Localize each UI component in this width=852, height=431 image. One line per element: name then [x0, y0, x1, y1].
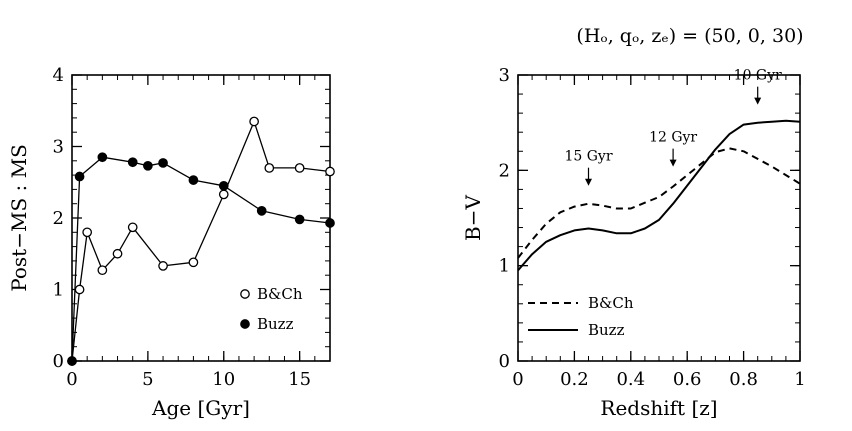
- data-point-b-ch: [112, 248, 123, 259]
- legend-marker: [240, 289, 250, 299]
- legend-label: B&Ch: [257, 285, 303, 303]
- data-point-b-ch: [325, 166, 335, 177]
- age-annotation-label: 15 Gyr: [564, 149, 612, 165]
- y-tick-label: 0: [499, 351, 510, 372]
- y-tick-label: 3: [53, 137, 64, 158]
- annotation-arrow-head: [669, 159, 677, 167]
- age-annotations: 15 Gyr 12 Gyr 10 Gyr: [564, 68, 782, 186]
- data-point-buzz: [74, 171, 85, 182]
- data-point-buzz: [67, 356, 77, 366]
- data-point-buzz: [158, 158, 168, 168]
- y-axis-label: B−V: [461, 194, 485, 240]
- series-line-buzz: [517, 119, 801, 272]
- data-point-buzz: [218, 180, 229, 191]
- legend-label: B&Ch: [588, 294, 634, 312]
- data-point-buzz: [143, 160, 153, 171]
- legend-label: Buzz: [257, 315, 294, 333]
- legend-marker: [240, 319, 250, 329]
- data-series: [517, 119, 801, 272]
- y-tick-label: 0: [53, 351, 64, 372]
- y-axis-label: Post−MS : MS: [7, 144, 31, 292]
- tick-labels: 0 5 10 15 0 1 2 3 4: [53, 65, 312, 390]
- data-point-b-ch: [74, 284, 85, 295]
- tick-labels: 0 0.2 0.4 0.6 0.8 1 0 1 2 3: [499, 65, 806, 390]
- data-point-b-ch: [158, 261, 168, 271]
- data-point-buzz: [325, 218, 335, 228]
- data-point-b-ch: [97, 265, 108, 276]
- x-axis-label: Redshift [z]: [600, 396, 717, 420]
- data-point-buzz: [188, 175, 199, 185]
- legend: B&Ch Buzz: [528, 294, 634, 339]
- data-point-b-ch: [294, 163, 305, 173]
- x-tick-label: 1: [794, 369, 805, 390]
- x-tick-label: 0.6: [673, 369, 702, 390]
- data-point-b-ch: [249, 116, 259, 127]
- data-series: [67, 116, 335, 366]
- x-tick-label: 0.8: [729, 369, 758, 390]
- data-point-buzz: [256, 206, 267, 216]
- y-tick-label: 4: [53, 65, 64, 86]
- x-tick-label: 15: [288, 369, 311, 390]
- plot-frame: [517, 74, 801, 362]
- y-tick-label: 1: [499, 256, 510, 277]
- data-point-buzz: [127, 157, 138, 168]
- y-tick-label: 3: [499, 65, 510, 86]
- age-ratio-panel: 0 5 10 15 0 1 2 3 4 B&Ch Buzz Age [Gyr] Post−MS :…: [7, 65, 335, 420]
- data-point-buzz: [294, 214, 305, 225]
- x-axis-label: Age [Gyr]: [151, 396, 250, 420]
- legend: B&Ch Buzz: [240, 285, 303, 333]
- x-tick-label: 5: [142, 369, 153, 390]
- redshift-color-panel: 0 0.2 0.4 0.6 0.8 1 0 1 2 3 15 Gyr 12 Gyr 10 Gyr B&…: [461, 65, 806, 420]
- series-line-b-ch: [517, 147, 801, 259]
- axis-ticks: [517, 74, 801, 362]
- annotation-arrow-head: [585, 178, 592, 186]
- annotation-arrow-head: [754, 97, 762, 105]
- x-tick-label: 0.4: [616, 369, 645, 390]
- age-annotation-label: 12 Gyr: [649, 130, 697, 146]
- age-annotation-label: 10 Gyr: [734, 68, 782, 84]
- x-tick-label: 0.2: [560, 369, 589, 390]
- y-tick-label: 2: [499, 160, 510, 181]
- data-point-b-ch: [188, 257, 199, 268]
- x-tick-label: 0: [66, 369, 77, 390]
- x-tick-label: 10: [212, 369, 235, 390]
- y-tick-label: 1: [53, 280, 64, 301]
- data-point-buzz: [97, 152, 108, 163]
- legend-label: Buzz: [588, 321, 625, 339]
- y-tick-label: 2: [53, 208, 64, 229]
- data-point-b-ch: [264, 163, 275, 173]
- data-point-b-ch: [82, 227, 93, 238]
- figure-super-title: (Hₒ, qₒ, zₑ) = (50, 0, 30): [576, 25, 803, 47]
- x-tick-label: 0: [512, 369, 523, 390]
- data-point-b-ch: [218, 189, 229, 200]
- data-point-b-ch: [127, 222, 138, 233]
